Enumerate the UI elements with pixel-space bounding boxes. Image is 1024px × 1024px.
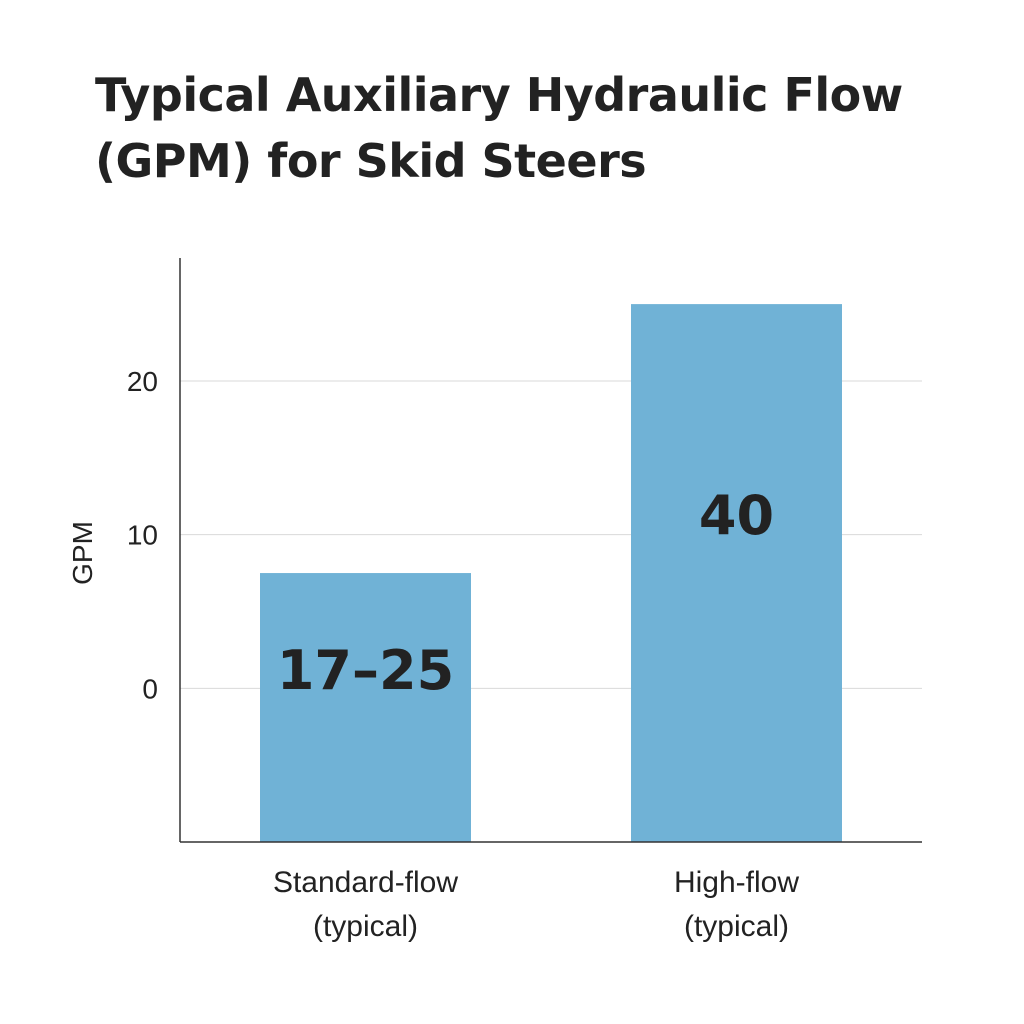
category-label-2-line-1: High-flow (674, 866, 799, 899)
y-tick-label-20: 20 (127, 366, 158, 397)
chart-title: Typical Auxiliary Hydraulic Flow (GPM) f… (95, 62, 975, 194)
y-tick-label-10: 10 (127, 520, 158, 551)
category-labels: Standard-flow (typical) High-flow (typical) (273, 866, 799, 943)
chart-title-line-2: (GPM) for Skid Steers (95, 134, 647, 188)
data-label-1: 17–25 (277, 639, 454, 702)
y-tick-labels: 0 10 20 (127, 366, 158, 704)
category-label-2-line-2: (typical) (684, 910, 789, 943)
y-tick-label-0: 0 (142, 673, 158, 704)
bar-2 (631, 304, 842, 843)
y-axis-title: GPM (67, 521, 98, 585)
category-label-1-line-2: (typical) (313, 910, 418, 943)
chart-title-line-1: Typical Auxiliary Hydraulic Flow (95, 68, 903, 122)
data-labels: 17–25 40 (277, 484, 774, 702)
bars (260, 304, 842, 843)
category-label-1-line-1: Standard-flow (273, 866, 458, 899)
bar-1 (260, 573, 471, 842)
data-label-2: 40 (699, 484, 774, 547)
axes (179, 258, 922, 843)
